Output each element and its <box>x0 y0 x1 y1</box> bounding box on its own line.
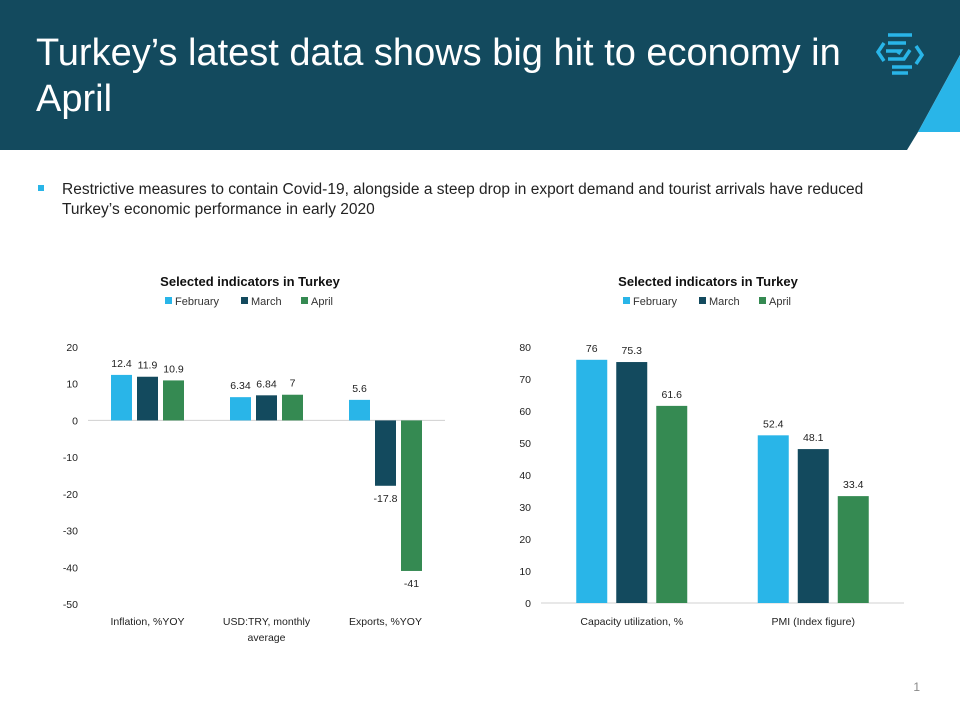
legend-swatch <box>759 297 766 304</box>
y-tick-label: 10 <box>66 379 78 391</box>
data-label: 6.84 <box>256 378 277 390</box>
legend-label: April <box>769 296 791 308</box>
data-label: 6.34 <box>230 380 251 392</box>
bullet-text: Restrictive measures to contain Covid-19… <box>62 181 864 218</box>
data-label: 75.3 <box>622 345 643 357</box>
page-number: 1 <box>913 680 920 694</box>
data-label: 76 <box>586 343 598 355</box>
bar-april <box>282 394 303 421</box>
chart-title: Selected indicators in Turkey <box>618 274 798 289</box>
legend-label: April <box>311 296 333 308</box>
data-label: 11.9 <box>138 360 158 372</box>
y-tick-label: -10 <box>63 452 78 464</box>
bar-april <box>401 420 422 571</box>
data-label: 12.4 <box>111 358 132 370</box>
legend-swatch <box>301 297 308 304</box>
y-tick-label: -30 <box>63 526 78 538</box>
bar-february <box>111 374 132 421</box>
legend-label: March <box>709 296 740 308</box>
y-tick-label: 20 <box>66 342 78 354</box>
x-category-label: USD:TRY, monthly average <box>223 616 311 644</box>
x-category-label: Inflation, %YOY <box>110 616 184 628</box>
data-label: 52.4 <box>763 418 784 430</box>
bar-march <box>797 449 829 603</box>
bar-march <box>256 395 277 421</box>
header-background <box>0 0 960 150</box>
bar-april <box>163 380 184 421</box>
data-label: 7 <box>290 378 296 390</box>
bar-march <box>616 362 648 603</box>
data-label: 33.4 <box>843 479 864 491</box>
page-title: Turkey’s latest data shows big hit to ec… <box>36 32 841 120</box>
bar-april <box>837 496 869 603</box>
y-tick-label: -50 <box>63 599 78 611</box>
chart-1: Selected indicators in Turkey February Mar… <box>63 274 445 644</box>
bullet-point: Restrictive measures to contain Covid-19… <box>38 180 922 220</box>
x-category-label: Capacity utilization, % <box>580 616 683 628</box>
legend-swatch <box>165 297 172 304</box>
y-tick-label: 60 <box>519 406 531 418</box>
data-label: 61.6 <box>662 389 683 401</box>
legend-swatch <box>699 297 706 304</box>
legend-label: February <box>633 296 678 308</box>
legend-label: February <box>175 296 220 308</box>
bar-april <box>656 405 688 603</box>
y-tick-label: 80 <box>519 342 531 354</box>
header-accent-triangle <box>918 55 960 132</box>
y-tick-label: 40 <box>519 470 531 482</box>
data-label: 48.1 <box>803 432 824 444</box>
y-tick-label: 20 <box>519 534 531 546</box>
bar-march <box>375 420 396 486</box>
bar-february <box>230 397 251 421</box>
y-tick-label: 10 <box>519 566 531 578</box>
legend-swatch <box>623 297 630 304</box>
y-tick-label: 70 <box>519 374 531 386</box>
chart-title: Selected indicators in Turkey <box>160 274 340 289</box>
y-tick-label: 50 <box>519 438 531 450</box>
data-label: 5.6 <box>352 383 367 395</box>
y-tick-label: 0 <box>525 598 531 610</box>
y-tick-label: -20 <box>63 489 78 501</box>
data-label: -41 <box>404 578 419 590</box>
bullet-icon <box>38 185 44 191</box>
data-label: 10.9 <box>163 363 184 375</box>
bar-february <box>757 435 789 603</box>
y-tick-label: -40 <box>63 562 78 574</box>
bar-march <box>137 376 158 421</box>
y-tick-label: 30 <box>519 502 531 514</box>
y-tick-label: 0 <box>72 415 78 427</box>
legend-swatch <box>241 297 248 304</box>
legend-label: March <box>251 296 282 308</box>
bar-february <box>349 399 370 421</box>
chart-2: Selected indicators in Turkey February Mar… <box>519 274 904 628</box>
data-label: -17.8 <box>374 493 398 505</box>
x-category-label: PMI (Index figure) <box>772 616 855 628</box>
bar-february <box>576 359 608 603</box>
logo-icon <box>875 33 925 75</box>
header-banner <box>0 0 960 150</box>
x-category-label: Exports, %YOY <box>349 616 422 628</box>
